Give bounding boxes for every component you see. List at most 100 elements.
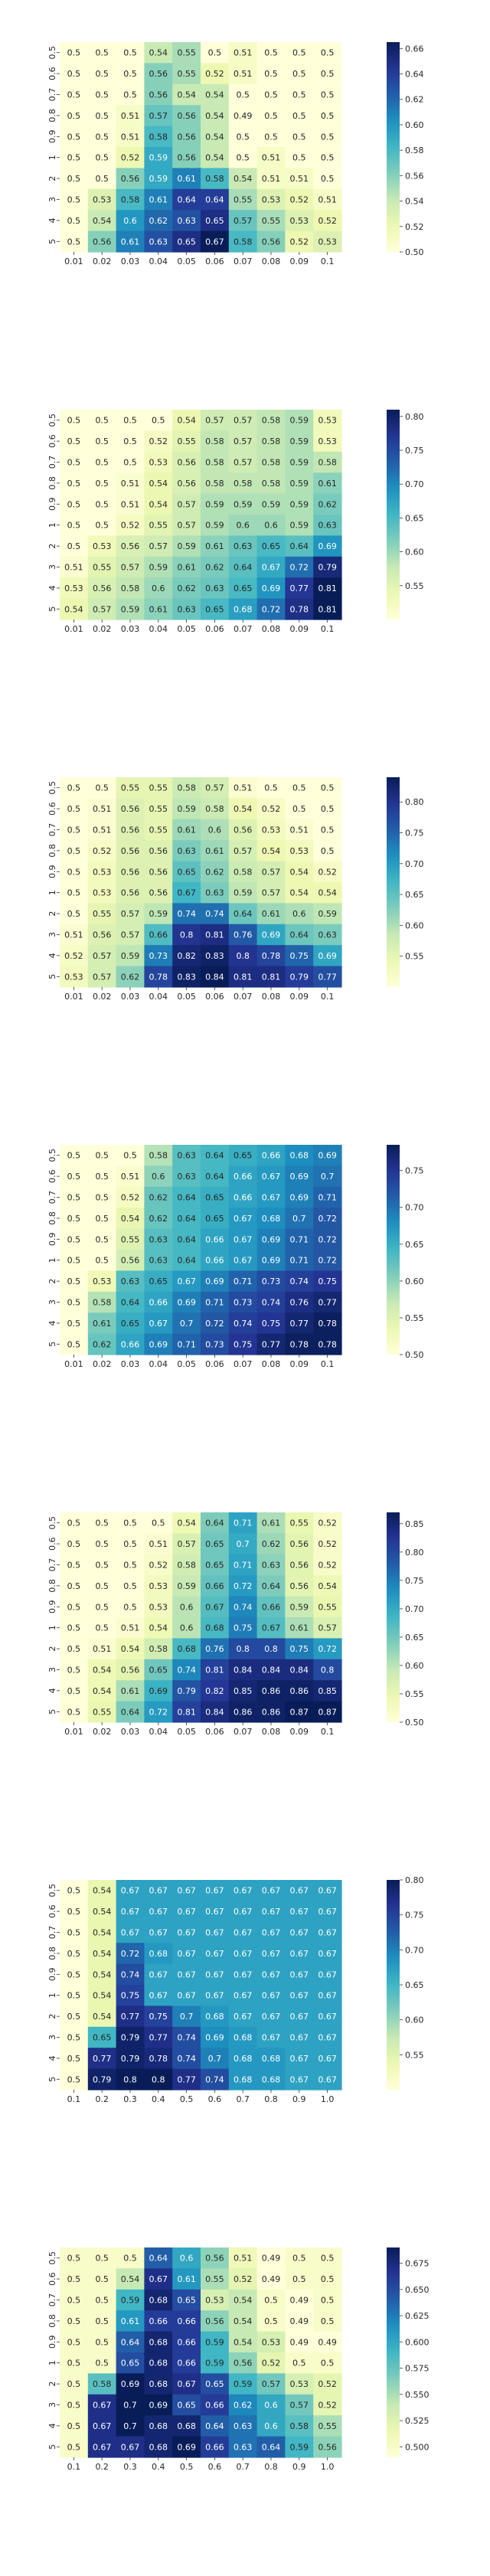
heatmap-cell	[285, 2373, 314, 2395]
cell-value-label: 0.56	[290, 1581, 309, 1591]
heatmap-cell	[313, 2268, 342, 2290]
cell-value-label: 0.55	[93, 1707, 112, 1717]
cell-value-label: 0.5	[123, 1151, 137, 1161]
heatmap-cell	[228, 1701, 258, 1723]
heatmap-cell	[313, 2373, 342, 2395]
cell-value-label: 0.5	[321, 132, 335, 142]
cell-value-label: 0.65	[205, 604, 224, 614]
heatmap-cell	[313, 861, 342, 883]
cell-value-label: 0.5	[321, 2274, 335, 2284]
heatmap-cell	[313, 924, 342, 946]
heatmap-cell	[60, 63, 89, 85]
heatmap-cell	[228, 1228, 258, 1250]
colorbar-tick-label: 0.75	[405, 1911, 424, 1921]
cell-value-label: 0.5	[67, 1234, 81, 1244]
heatmap-cell	[144, 2026, 173, 2048]
y-tick-label: 0.9	[47, 1968, 57, 1982]
cell-value-label: 0.63	[318, 930, 337, 940]
heatmap-cell	[172, 1638, 201, 1660]
y-tick-label: 0.6	[47, 1169, 57, 1183]
heatmap-cell	[313, 2026, 342, 2048]
cell-value-label: 0.67	[318, 1907, 337, 1917]
heatmap-cell	[256, 2068, 286, 2091]
y-tick-label: 4	[47, 585, 57, 590]
heatmap-cell	[144, 2415, 173, 2437]
cell-value-label: 0.84	[205, 972, 224, 982]
cell-value-label: 0.67	[234, 1256, 253, 1266]
cell-value-label: 0.69	[318, 1151, 337, 1161]
cell-value-label: 0.86	[262, 1686, 281, 1696]
heatmap-cell	[116, 2310, 145, 2332]
cell-value-label: 0.74	[262, 1298, 281, 1308]
cell-value-label: 0.81	[205, 930, 224, 940]
cell-value-label: 0.5	[95, 416, 109, 426]
heatmap-cell	[144, 2006, 173, 2028]
cell-value-label: 0.57	[234, 846, 253, 856]
cell-value-label: 0.5	[123, 1602, 137, 1612]
y-tick-label: 4	[47, 1688, 57, 1693]
cell-value-label: 0.67	[149, 1970, 168, 1979]
heatmap-cell	[144, 210, 173, 232]
colorbar	[387, 410, 400, 619]
heatmap-cell	[201, 1533, 230, 1555]
heatmap-cell	[228, 1943, 258, 1965]
heatmap-cell	[228, 1208, 258, 1230]
heatmap-cell	[60, 1165, 89, 1188]
cell-value-label: 0.5	[67, 2296, 81, 2306]
cell-value-label: 0.71	[234, 1277, 253, 1286]
heatmap-cell	[285, 1880, 314, 1901]
heatmap-cell	[201, 493, 230, 515]
cell-value-label: 0.67	[290, 2033, 309, 2043]
heatmap-cell	[285, 515, 314, 536]
heatmap-cell	[201, 2415, 230, 2437]
x-tick-label: 0.05	[177, 624, 196, 634]
heatmap-cell	[87, 966, 117, 988]
cell-value-label: 0.57	[262, 888, 281, 898]
heatmap-cell	[87, 2268, 117, 2290]
heatmap-cell	[285, 105, 314, 127]
cell-value-label: 0.5	[95, 132, 109, 142]
heatmap-cell	[172, 819, 201, 841]
cell-value-label: 0.69	[262, 1234, 281, 1244]
cell-value-label: 0.8	[264, 1644, 278, 1654]
cell-value-label: 0.68	[149, 2379, 168, 2389]
cell-value-label: 0.64	[205, 1172, 224, 1182]
cell-value-label: 0.55	[262, 216, 281, 226]
heatmap-cell	[201, 924, 230, 946]
heatmap-cell	[116, 882, 145, 904]
heatmap-cell	[256, 1963, 286, 1986]
heatmap-cell	[144, 966, 173, 988]
heatmap-cell	[256, 966, 286, 988]
heatmap-cell	[256, 493, 286, 515]
cell-value-label: 0.54	[205, 111, 224, 121]
heatmap-cell	[228, 1291, 258, 1313]
cell-value-label: 0.6	[152, 1172, 165, 1182]
cell-value-label: 0.67	[234, 1949, 253, 1959]
x-tick-label: 0.04	[149, 992, 168, 1002]
cell-value-label: 0.56	[234, 2359, 253, 2368]
colorbar-tick-label: 0.60	[405, 920, 424, 930]
cell-value-label: 0.74	[290, 1277, 309, 1286]
heatmap-cell	[172, 1250, 201, 1271]
heatmap-cell	[256, 1554, 286, 1576]
y-tick-label: 0.5	[47, 46, 57, 60]
heatmap-cell	[285, 1533, 314, 1555]
cell-value-label: 0.75	[290, 1644, 309, 1654]
heatmap-cell	[172, 472, 201, 495]
heatmap-cell	[285, 2352, 314, 2374]
y-tick-label: 5	[47, 1709, 57, 1715]
cell-value-label: 0.53	[318, 436, 337, 446]
cell-value-label: 0.61	[205, 541, 224, 551]
cell-value-label: 0.5	[67, 1970, 81, 1979]
cell-value-label: 0.82	[205, 1686, 224, 1696]
cell-value-label: 0.61	[93, 1319, 112, 1329]
heatmap-cell	[144, 1165, 173, 1188]
heatmap-cell	[116, 105, 145, 127]
heatmap-cell	[201, 2068, 230, 2091]
heatmap-cell	[201, 2310, 230, 2332]
heatmap-cell	[116, 2268, 145, 2290]
y-tick-label: 3	[47, 2035, 57, 2040]
cell-value-label: 0.57	[121, 930, 140, 940]
heatmap-panel-1: 0.5 0.5 0.5 0.54 0.55 0.5 0.51 0.5 0.5 0.50.5 0.5 0…	[47, 42, 424, 266]
